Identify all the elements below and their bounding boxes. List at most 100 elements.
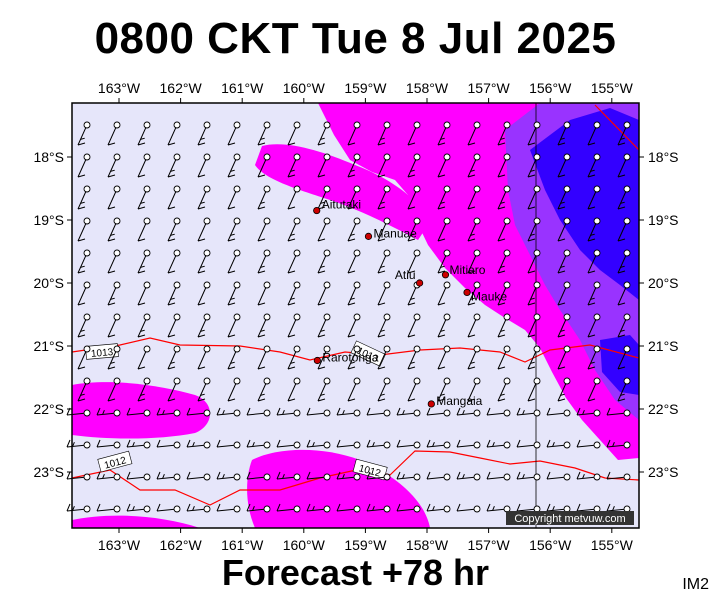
wind-barb (497, 121, 511, 146)
wind-barb (347, 121, 361, 146)
wind-barb (317, 281, 331, 306)
wind-barb (617, 377, 631, 402)
wind-barb (617, 345, 631, 370)
wind-barb (407, 121, 421, 146)
wind-barb (347, 217, 361, 242)
wind-barb (66, 503, 91, 513)
wind-barb (257, 217, 271, 242)
wind-barb (546, 407, 571, 417)
wind-barb (167, 313, 181, 338)
wind-barb (497, 345, 511, 370)
wind-barb (486, 471, 511, 481)
wind-barb (557, 185, 571, 210)
wind-barb (287, 345, 301, 370)
wind-barb (557, 345, 571, 370)
lon-tick-label-bottom: 159°W (344, 537, 387, 553)
wind-barb (617, 217, 631, 242)
wind-barb (137, 121, 151, 146)
wind-barb (467, 345, 481, 370)
lat-tick-label-right: 21°S (648, 338, 679, 354)
wind-barb (527, 313, 541, 338)
wind-barb (587, 313, 601, 338)
wind-barb (186, 503, 211, 513)
wind-barb (437, 121, 451, 146)
wind-barb (107, 377, 121, 402)
wind-barb (456, 407, 481, 417)
wind-barb (287, 313, 301, 338)
wind-barb (426, 439, 451, 449)
wind-barb (407, 249, 421, 274)
wind-barb (126, 471, 151, 481)
wind-barb (467, 313, 481, 338)
wind-barb (156, 471, 181, 481)
wind-barb (527, 153, 541, 178)
lon-tick-label-bottom: 160°W (283, 537, 326, 553)
wind-barb (546, 439, 571, 449)
place-markers: Aitutaki Manuae Atiu Mitiaro Mauke Rarotonga M… (313, 198, 507, 408)
wind-barb (587, 345, 601, 370)
wind-barb (366, 407, 391, 417)
wind-barb (246, 439, 271, 449)
wind-barb (576, 439, 601, 449)
wind-barb (317, 345, 331, 370)
wind-barb (137, 281, 151, 306)
wind-barb (467, 281, 481, 306)
wind-barb (467, 153, 481, 178)
lon-tick-label-top: 158°W (406, 80, 449, 96)
lon-tick-label-bottom: 156°W (529, 537, 572, 553)
wind-barb (557, 249, 571, 274)
wind-barb (287, 121, 301, 146)
place-label: Mangaia (436, 394, 482, 408)
wind-barb (437, 185, 451, 210)
wind-barb (216, 471, 241, 481)
wind-barb (516, 407, 541, 417)
wind-barb (276, 407, 301, 417)
rain-band-north (255, 144, 430, 240)
copyright-text: Copyright metvuw.com (514, 513, 625, 525)
wind-barb (336, 503, 361, 513)
wind-barb (366, 439, 391, 449)
axis-ticks: 163°W 163°W 162°W 162°W 161°W 161°W 160°W 160°W… (33, 80, 678, 553)
wind-barb (137, 185, 151, 210)
wind-barb (317, 121, 331, 146)
rain-core-heavy (530, 108, 639, 300)
wind-barb (576, 471, 601, 481)
wind-barb (516, 471, 541, 481)
lon-tick-label-bottom: 155°W (591, 537, 634, 553)
wind-barb (257, 121, 271, 146)
wind-barb (227, 281, 241, 306)
wind-barb (497, 185, 511, 210)
wind-barb (186, 439, 211, 449)
wind-barb (197, 121, 211, 146)
wind-barb (227, 249, 241, 274)
wind-barb (467, 249, 481, 274)
lat-tick-label-left: 18°S (33, 149, 64, 165)
wind-barb (407, 345, 421, 370)
wind-barb (287, 185, 301, 210)
wind-barb (347, 153, 361, 178)
copyright-box (506, 511, 634, 525)
wind-barb (317, 377, 331, 402)
wind-barb (527, 377, 541, 402)
place-label: Atiu (395, 268, 416, 282)
wind-barb (437, 153, 451, 178)
wind-barb (257, 249, 271, 274)
wind-barb (546, 471, 571, 481)
wind-barb (336, 439, 361, 449)
lat-tick-label-left: 20°S (33, 275, 64, 291)
wind-barb (377, 281, 391, 306)
wind-barb (396, 439, 421, 449)
map-frame (71, 102, 640, 529)
wind-barb (107, 249, 121, 274)
wind-barb (216, 503, 241, 513)
wind-barb (167, 217, 181, 242)
lon-tick-label-top: 161°W (221, 80, 264, 96)
wind-barb (617, 185, 631, 210)
place-label: Mitiaro (449, 263, 485, 277)
wind-barb (96, 471, 121, 481)
wind-barb (497, 281, 511, 306)
place-rarotonga: Rarotonga (313, 350, 379, 364)
wind-barb (407, 377, 421, 402)
wind-barb (497, 217, 511, 242)
wind-barb (306, 471, 331, 481)
